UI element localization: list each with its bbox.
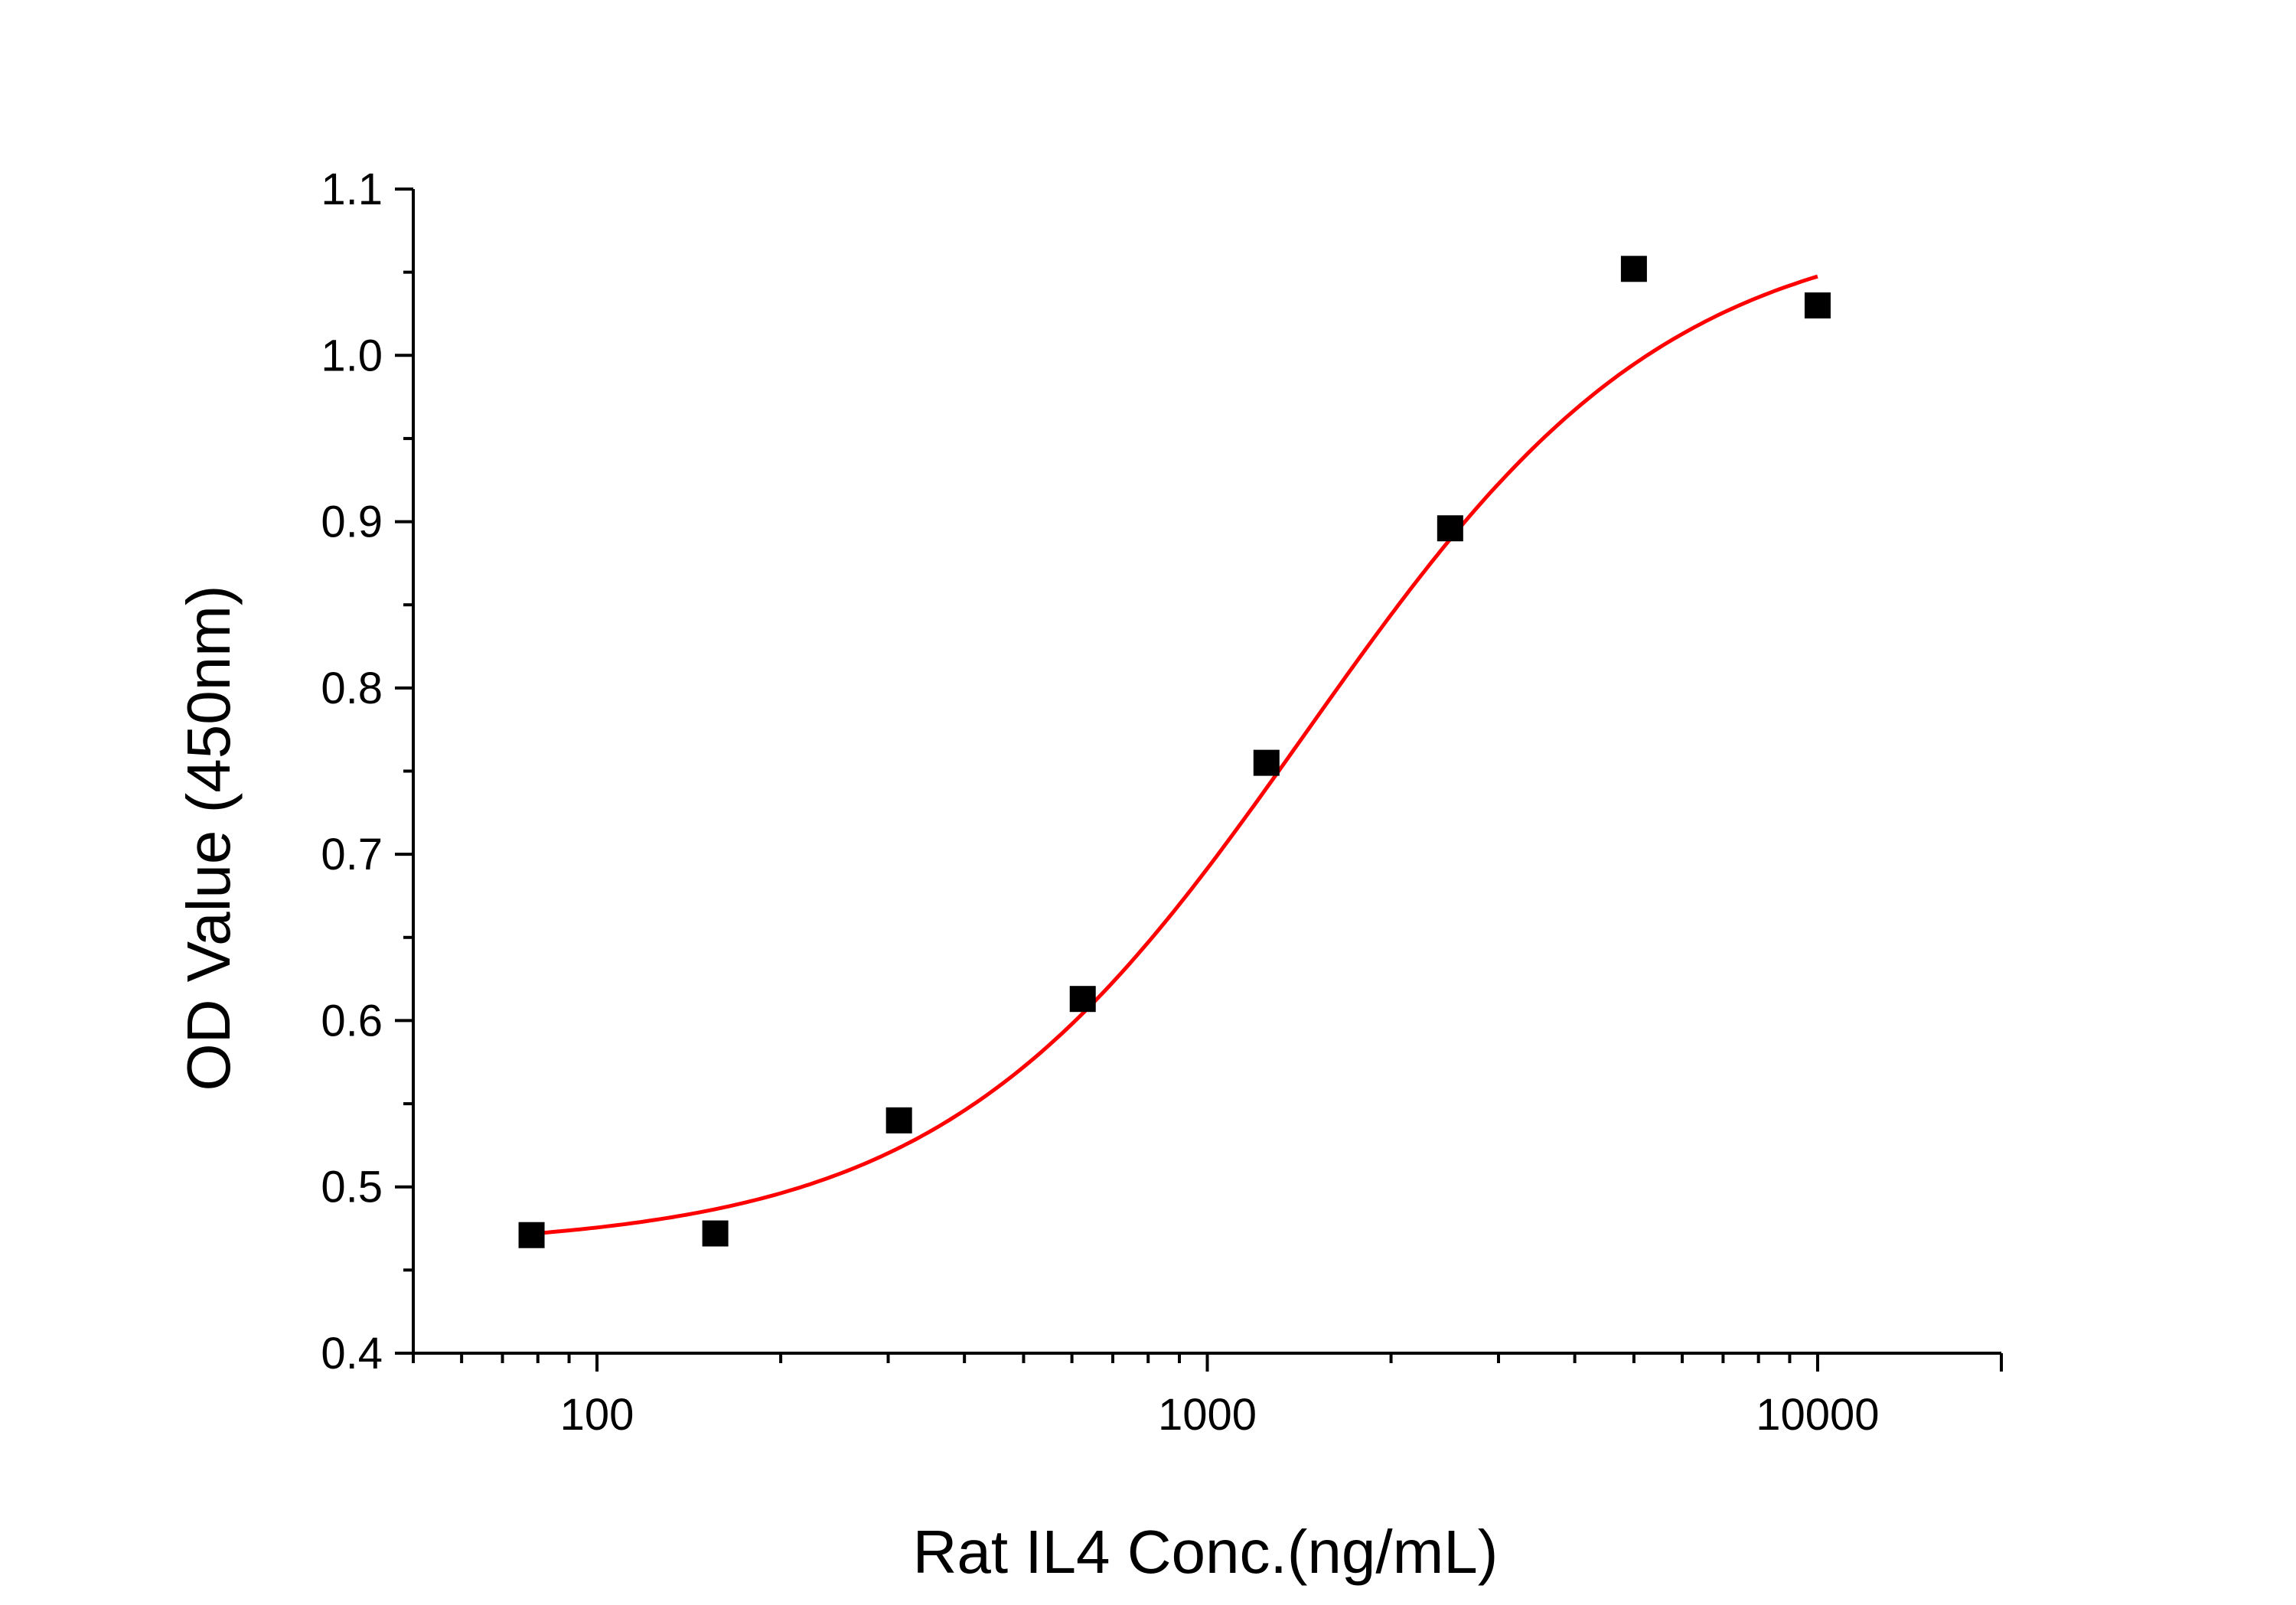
tick-labels: 0.4 0.5 0.6 0.7 0.8 0.9 1.0 1.1 100 1000 10000 [321, 165, 1879, 1440]
data-point [885, 1107, 912, 1134]
x-tick-label: 100 [560, 1390, 634, 1440]
fit-curve [531, 274, 1818, 1236]
x-tick-label: 10000 [1756, 1390, 1879, 1440]
y-tick-label: 0.7 [321, 830, 383, 879]
x-tick-label: 1000 [1158, 1390, 1257, 1440]
ticks [395, 188, 2003, 1372]
y-tick-label: 1.1 [321, 165, 383, 214]
data-point [518, 1222, 545, 1248]
fit-curve-group [531, 274, 1818, 1236]
data-point [702, 1220, 729, 1247]
data-points [518, 256, 1831, 1248]
data-point [1620, 256, 1647, 282]
axes [412, 189, 2001, 1355]
y-axis-label: OD Value (450nm) [174, 585, 243, 1091]
data-point [1804, 292, 1831, 319]
data-point [1253, 749, 1280, 776]
y-tick-label: 1.0 [321, 331, 383, 380]
y-tick-label: 0.6 [321, 996, 383, 1046]
y-tick-label: 0.4 [321, 1329, 383, 1378]
y-tick-label: 0.9 [321, 497, 383, 547]
y-tick-label: 0.8 [321, 664, 383, 713]
y-tick-label: 0.5 [321, 1163, 383, 1212]
data-point [1437, 515, 1463, 542]
data-point [1069, 986, 1096, 1013]
x-axis-label: Rat IL4 Conc.(ng/mL) [913, 1518, 1499, 1586]
